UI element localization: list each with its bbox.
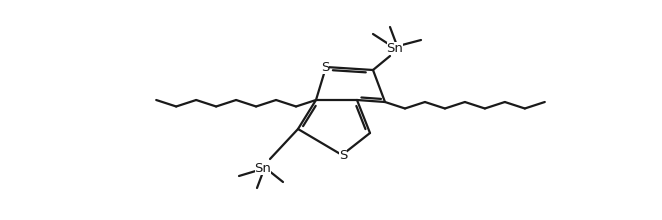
Text: S: S [321,61,329,73]
Text: Sn: Sn [387,42,403,55]
Text: Sn: Sn [255,161,271,174]
Text: S: S [339,148,347,161]
